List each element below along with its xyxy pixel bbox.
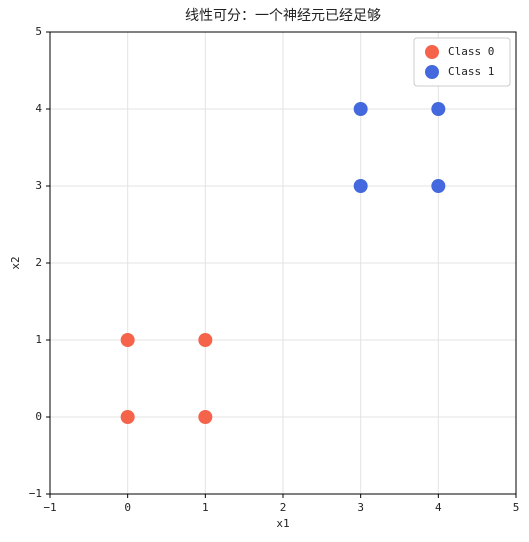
- x-tick-label: 5: [513, 501, 520, 514]
- point: [120, 333, 135, 347]
- x-axis-label: x1: [276, 517, 289, 530]
- y-axis-label: x2: [9, 256, 22, 269]
- plot-frame: [49, 31, 517, 495]
- legend-label: Class 0: [448, 45, 494, 58]
- x-tick-label: 1: [202, 501, 209, 514]
- point: [353, 102, 368, 116]
- x-tick-label: 2: [280, 501, 287, 514]
- point: [431, 102, 446, 116]
- x-tick-label: 3: [357, 501, 364, 514]
- legend-marker: [425, 65, 439, 79]
- y-tick-label: 1: [35, 333, 42, 346]
- y-tick-label: 2: [35, 256, 42, 269]
- point: [431, 179, 446, 193]
- point: [198, 333, 213, 347]
- y-tick-label: 4: [35, 102, 42, 115]
- x-tick-label: 4: [435, 501, 442, 514]
- point: [198, 410, 213, 424]
- y-tick-label: 0: [35, 410, 42, 423]
- x-tick-label: 0: [124, 501, 131, 514]
- legend-marker: [425, 45, 439, 59]
- y-tick-label: 5: [35, 25, 42, 38]
- y-tick-label: −1: [29, 487, 42, 500]
- point: [120, 410, 135, 424]
- point: [353, 179, 368, 193]
- legend-label: Class 1: [448, 65, 494, 78]
- y-tick-label: 3: [35, 179, 42, 192]
- x-tick-label: −1: [43, 501, 56, 514]
- chart-title: 线性可分：一个神经元已经足够: [185, 8, 381, 24]
